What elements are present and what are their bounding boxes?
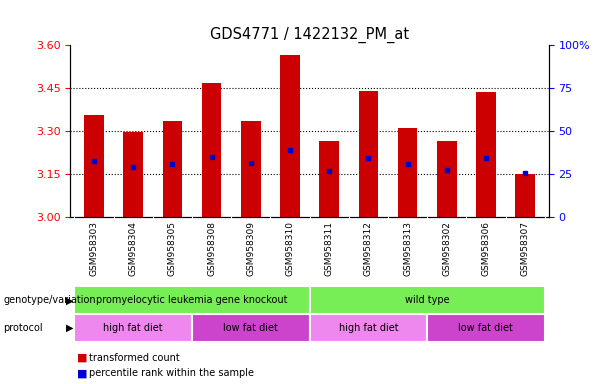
Text: wild type: wild type xyxy=(405,295,449,305)
Text: percentile rank within the sample: percentile rank within the sample xyxy=(89,368,254,378)
Text: GSM958311: GSM958311 xyxy=(325,221,333,276)
Text: GSM958308: GSM958308 xyxy=(207,221,216,276)
Bar xyxy=(427,314,545,342)
Text: GSM958309: GSM958309 xyxy=(246,221,255,276)
Bar xyxy=(162,121,182,217)
Text: ▶: ▶ xyxy=(66,295,74,305)
Text: GSM958303: GSM958303 xyxy=(89,221,99,276)
Bar xyxy=(310,286,545,314)
Bar xyxy=(192,314,310,342)
Text: high fat diet: high fat diet xyxy=(104,323,163,333)
Bar xyxy=(74,286,310,314)
Bar xyxy=(437,141,457,217)
Text: GSM958312: GSM958312 xyxy=(364,221,373,276)
Bar xyxy=(359,91,378,217)
Bar xyxy=(280,55,300,217)
Bar xyxy=(74,314,192,342)
Title: GDS4771 / 1422132_PM_at: GDS4771 / 1422132_PM_at xyxy=(210,27,409,43)
Text: ■: ■ xyxy=(77,368,87,378)
Bar xyxy=(84,115,104,217)
Bar xyxy=(319,141,339,217)
Bar xyxy=(310,314,427,342)
Text: GSM958310: GSM958310 xyxy=(286,221,294,276)
Bar xyxy=(123,132,143,217)
Text: GSM958313: GSM958313 xyxy=(403,221,412,276)
Text: low fat diet: low fat diet xyxy=(223,323,278,333)
Bar xyxy=(398,128,417,217)
Bar xyxy=(476,92,496,217)
Text: GSM958307: GSM958307 xyxy=(520,221,530,276)
Text: GSM958302: GSM958302 xyxy=(442,221,451,276)
Text: ■: ■ xyxy=(77,353,87,363)
Text: GSM958306: GSM958306 xyxy=(481,221,490,276)
Bar xyxy=(241,121,261,217)
Bar xyxy=(202,83,221,217)
Text: genotype/variation: genotype/variation xyxy=(3,295,96,305)
Text: promyelocytic leukemia gene knockout: promyelocytic leukemia gene knockout xyxy=(96,295,287,305)
Bar xyxy=(516,174,535,217)
Text: high fat diet: high fat diet xyxy=(338,323,398,333)
Text: protocol: protocol xyxy=(3,323,43,333)
Text: ▶: ▶ xyxy=(66,323,74,333)
Text: GSM958304: GSM958304 xyxy=(129,221,138,276)
Text: GSM958305: GSM958305 xyxy=(168,221,177,276)
Text: transformed count: transformed count xyxy=(89,353,180,363)
Text: low fat diet: low fat diet xyxy=(459,323,513,333)
